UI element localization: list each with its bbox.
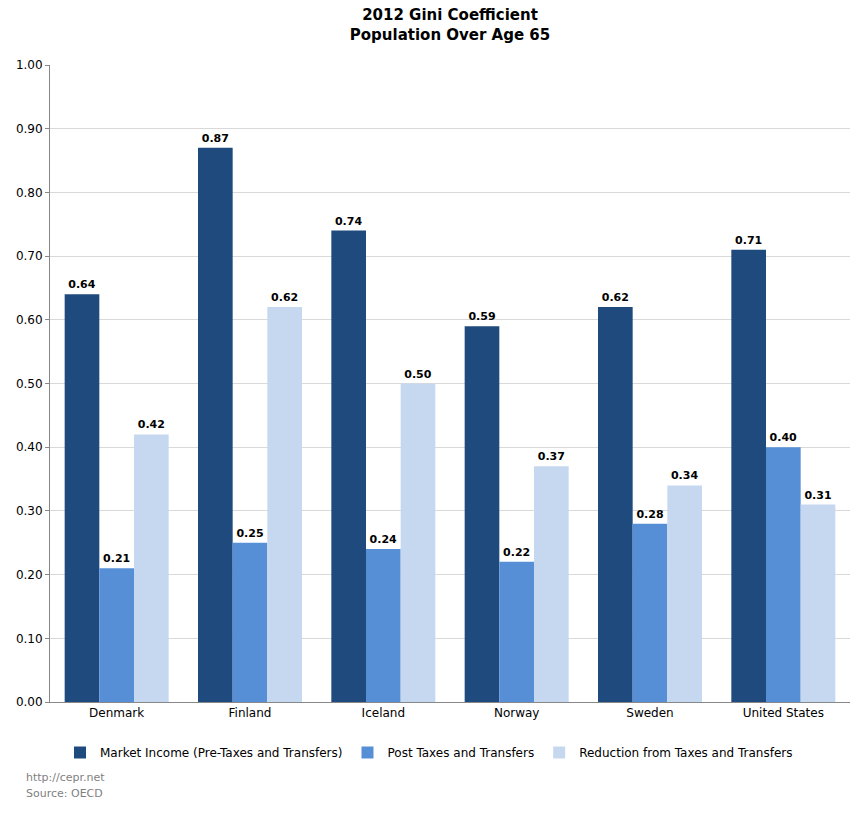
svg-text:Reduction from Taxes and Trans: Reduction from Taxes and Transfers — [579, 746, 792, 760]
svg-text:0.25: 0.25 — [236, 527, 263, 540]
svg-text:Market Income (Pre-Taxes and T: Market Income (Pre-Taxes and Transfers) — [100, 746, 342, 760]
svg-text:Source: OECD: Source: OECD — [26, 787, 103, 800]
svg-text:2012 Gini CoefficientPopulatio: 2012 Gini CoefficientPopulation Over Age… — [350, 6, 550, 44]
svg-text:0.42: 0.42 — [138, 418, 165, 431]
svg-text:Post Taxes and Transfers: Post Taxes and Transfers — [387, 746, 534, 760]
svg-text:0.22: 0.22 — [503, 546, 530, 559]
svg-text:http://cepr.net: http://cepr.net — [26, 771, 105, 784]
svg-text:0.74: 0.74 — [335, 215, 362, 228]
svg-text:0.62: 0.62 — [602, 291, 629, 304]
svg-text:0.70: 0.70 — [16, 249, 43, 263]
svg-text:0.20: 0.20 — [16, 568, 43, 582]
svg-text:0.40: 0.40 — [770, 431, 797, 444]
svg-text:Iceland: Iceland — [362, 706, 405, 720]
svg-text:0.80: 0.80 — [16, 186, 43, 200]
svg-text:0.50: 0.50 — [404, 368, 431, 381]
svg-text:0.00: 0.00 — [16, 695, 43, 709]
svg-text:0.40: 0.40 — [16, 440, 43, 454]
svg-text:0.64: 0.64 — [68, 278, 95, 291]
svg-text:0.59: 0.59 — [468, 310, 495, 323]
svg-text:United States: United States — [743, 706, 824, 720]
svg-text:0.34: 0.34 — [671, 469, 698, 482]
svg-text:0.71: 0.71 — [735, 234, 762, 247]
svg-text:0.24: 0.24 — [370, 533, 397, 546]
svg-text:Denmark: Denmark — [89, 706, 144, 720]
svg-text:0.87: 0.87 — [202, 132, 229, 145]
svg-text:1.00: 1.00 — [16, 58, 43, 72]
svg-text:0.31: 0.31 — [804, 489, 831, 502]
svg-text:Finland: Finland — [229, 706, 272, 720]
svg-text:0.90: 0.90 — [16, 122, 43, 136]
svg-text:0.62: 0.62 — [271, 291, 298, 304]
svg-text:0.21: 0.21 — [103, 552, 130, 565]
svg-text:Sweden: Sweden — [626, 706, 673, 720]
svg-text:0.10: 0.10 — [16, 632, 43, 646]
svg-text:0.30: 0.30 — [16, 504, 43, 518]
svg-text:Norway: Norway — [494, 706, 540, 720]
svg-text:0.28: 0.28 — [636, 508, 663, 521]
svg-text:0.60: 0.60 — [16, 313, 43, 327]
svg-text:0.50: 0.50 — [16, 377, 43, 391]
svg-text:0.37: 0.37 — [538, 450, 565, 463]
